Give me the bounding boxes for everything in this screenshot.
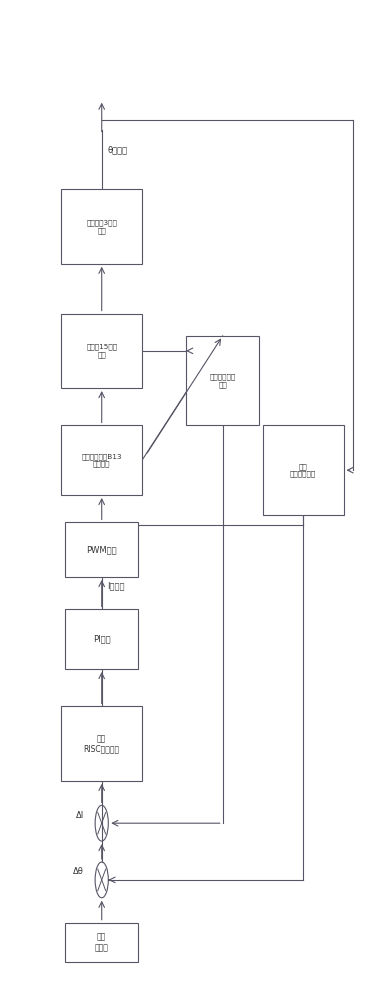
Text: 液压缸15驱动
装置: 液压缸15驱动 装置 bbox=[86, 344, 117, 358]
FancyBboxPatch shape bbox=[61, 706, 142, 781]
Text: 功率驱动电路B13
驱动装置: 功率驱动电路B13 驱动装置 bbox=[81, 453, 122, 467]
Text: 调速
RISC微处理器: 调速 RISC微处理器 bbox=[84, 734, 120, 753]
Text: PWM调制: PWM调制 bbox=[86, 545, 117, 554]
Text: ΔI: ΔI bbox=[76, 811, 84, 820]
FancyBboxPatch shape bbox=[65, 923, 138, 962]
FancyBboxPatch shape bbox=[186, 336, 259, 425]
Text: 工作平台3调整
装置: 工作平台3调整 装置 bbox=[86, 219, 117, 234]
Text: 液压驱动反馈
装置: 液压驱动反馈 装置 bbox=[209, 374, 236, 388]
Text: 角度
传感器: 角度 传感器 bbox=[95, 933, 109, 952]
Text: PI控制: PI控制 bbox=[93, 635, 110, 644]
FancyBboxPatch shape bbox=[263, 425, 344, 515]
FancyBboxPatch shape bbox=[61, 189, 142, 264]
FancyBboxPatch shape bbox=[61, 314, 142, 388]
Text: θ（级）: θ（级） bbox=[107, 145, 127, 154]
FancyBboxPatch shape bbox=[61, 425, 142, 495]
FancyBboxPatch shape bbox=[65, 522, 138, 577]
Text: 工作
角度检测装置: 工作 角度检测装置 bbox=[290, 463, 317, 477]
FancyBboxPatch shape bbox=[65, 609, 138, 669]
Text: I（级）: I（级） bbox=[107, 581, 125, 590]
Text: Δθ: Δθ bbox=[73, 867, 84, 876]
